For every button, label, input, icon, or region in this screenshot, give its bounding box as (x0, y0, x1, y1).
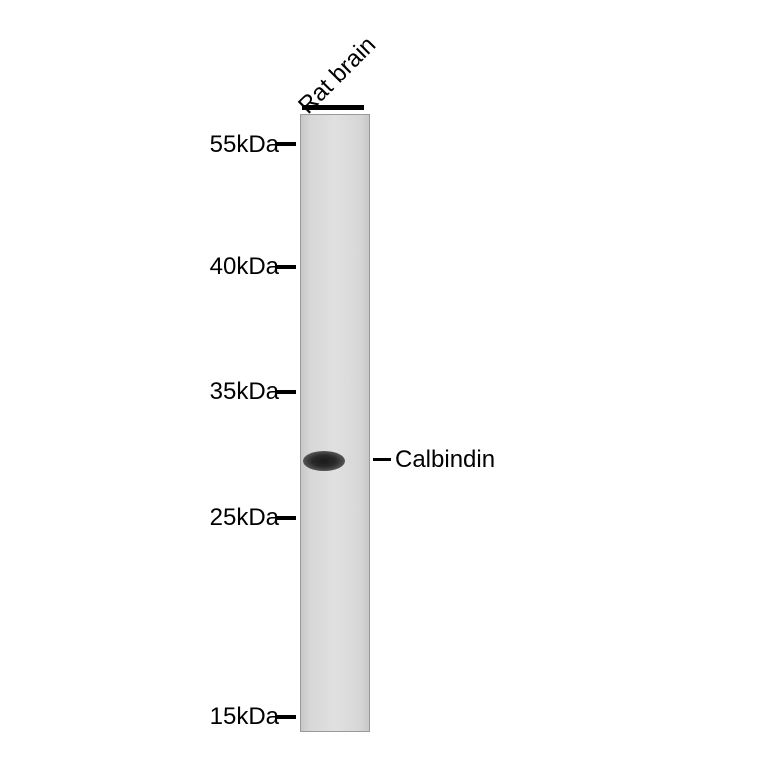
marker-tick-2 (276, 390, 296, 394)
protein-band (303, 451, 345, 471)
band-label-text: Calbindin (395, 446, 495, 474)
marker-tick-4 (276, 715, 296, 719)
marker-tick-3 (276, 516, 296, 520)
blot-lane (300, 114, 370, 732)
marker-tick-0 (276, 142, 296, 146)
band-label-tick (373, 458, 391, 461)
marker-label-0: 55kDa (194, 131, 279, 159)
sample-indicator-bar (302, 105, 364, 110)
marker-tick-1 (276, 265, 296, 269)
marker-label-2: 35kDa (194, 378, 279, 406)
marker-label-4: 15kDa (194, 703, 279, 731)
marker-label-1: 40kDa (194, 253, 279, 281)
western-blot-figure: Rat brain 55kDa40kDa35kDa25kDa15kDa Calb… (0, 0, 70, 618)
marker-label-3: 25kDa (194, 504, 279, 532)
